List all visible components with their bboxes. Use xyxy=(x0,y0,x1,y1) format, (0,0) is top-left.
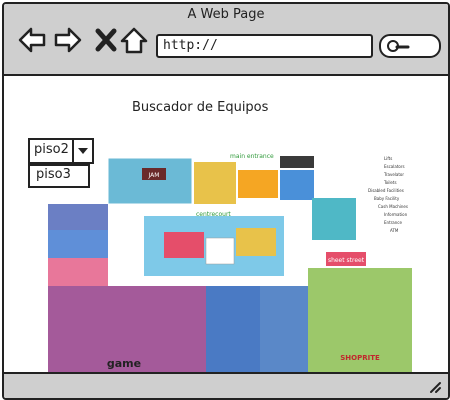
legend-item: Toilets xyxy=(383,180,397,185)
jam-label: JAM xyxy=(148,172,160,179)
dropdown-toggle[interactable] xyxy=(72,140,92,162)
legend-item: ATM xyxy=(390,228,399,233)
back-arrow-icon[interactable] xyxy=(18,26,46,54)
page-title: Buscador de Equipos xyxy=(132,100,269,115)
status-bar xyxy=(4,372,448,398)
chevron-down-icon xyxy=(78,148,88,154)
game-store-label: game xyxy=(107,357,141,370)
legend-item: Cash Machines xyxy=(378,204,408,209)
resize-handle-icon[interactable] xyxy=(428,380,442,394)
forward-arrow-icon[interactable] xyxy=(54,26,82,54)
legend-item: Travelator xyxy=(383,172,404,177)
window-title: A Web Page xyxy=(187,7,265,22)
close-icon[interactable] xyxy=(92,26,120,54)
mall-floor-map[interactable]: JAM main entrance centrecourt sheet stre… xyxy=(44,152,422,400)
centrecourt-label: centrecourt xyxy=(196,211,231,218)
home-icon[interactable] xyxy=(120,26,148,54)
legend-item: Information xyxy=(384,212,408,217)
floor-select-value: piso2 xyxy=(34,142,69,157)
sheet-street-label: sheet street xyxy=(328,257,365,264)
title-bar: A Web Page xyxy=(4,4,448,76)
legend-item: Lifts xyxy=(384,156,392,161)
floor-option-label: piso3 xyxy=(36,167,71,182)
address-bar[interactable] xyxy=(156,34,373,58)
page-content: Buscador de Equipos JAM main entrance ce… xyxy=(4,76,448,398)
legend-item: Disabled Facilities xyxy=(368,188,404,193)
search-icon xyxy=(387,40,410,52)
floor-option-piso3[interactable]: piso3 xyxy=(28,164,90,188)
shoprite-label: SHOPRITE xyxy=(340,354,380,362)
map-legend: Lifts Escalators Travelator Toilets Disa… xyxy=(368,156,408,233)
search-button[interactable] xyxy=(379,34,441,58)
legend-item: Baby Facility xyxy=(374,196,400,201)
main-entrance-label: main entrance xyxy=(230,153,274,160)
legend-item: Escalators xyxy=(384,164,405,169)
floor-select[interactable]: piso2 xyxy=(28,138,94,164)
legend-item: Entrance xyxy=(384,220,402,225)
